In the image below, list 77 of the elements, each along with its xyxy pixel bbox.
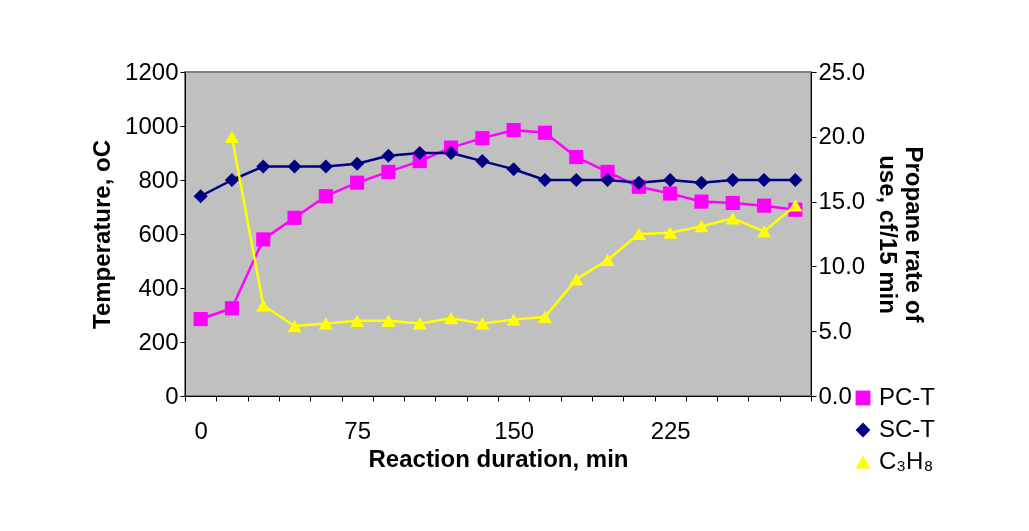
x-tick-label: 0	[194, 416, 208, 444]
x-axis-title: Reaction duration, min	[368, 444, 629, 472]
y2-tick-label: 5.0	[818, 316, 852, 344]
x-tick-label: 150	[494, 416, 535, 444]
point	[663, 186, 678, 201]
y-tick-label: 0	[165, 381, 179, 409]
point	[318, 317, 333, 330]
legend-label: C₃H₈	[879, 447, 934, 474]
point	[475, 154, 490, 169]
x-tick-label: 225	[650, 416, 691, 444]
point	[287, 210, 302, 225]
point	[788, 172, 803, 188]
point	[350, 175, 365, 190]
point	[725, 212, 740, 225]
point	[475, 131, 490, 146]
point	[256, 159, 271, 174]
point	[569, 149, 584, 165]
y-tick-label: 1200	[125, 57, 179, 85]
point	[537, 310, 553, 324]
point	[350, 314, 365, 327]
y-tick-label: 400	[138, 273, 179, 301]
point	[663, 172, 678, 188]
x-tick-label: 75	[344, 416, 371, 444]
point	[600, 253, 615, 267]
y2-tick-label: 10.0	[818, 251, 866, 279]
point	[381, 164, 396, 179]
point	[256, 232, 271, 247]
point	[443, 145, 459, 161]
point	[569, 273, 584, 286]
point	[506, 313, 521, 326]
point	[631, 175, 646, 190]
point	[224, 172, 240, 188]
point	[631, 227, 646, 241]
legend-label: SC-T	[879, 415, 936, 442]
y2-tick-label: 20.0	[818, 122, 866, 150]
point	[537, 172, 553, 188]
y-axis-title: Temperature, oC	[88, 140, 116, 329]
point	[443, 312, 459, 325]
point	[381, 314, 396, 327]
point	[788, 199, 803, 212]
point	[256, 299, 271, 312]
y-tick-label: 1000	[125, 111, 179, 139]
point	[600, 172, 615, 188]
y-tick-label: 600	[138, 219, 179, 247]
y-tick-label: 800	[138, 165, 179, 193]
point	[506, 162, 521, 177]
y2-tick-label: 0.0	[818, 381, 852, 409]
point	[725, 195, 740, 211]
point	[725, 172, 740, 188]
y2-tick-label: 15.0	[818, 187, 866, 215]
point	[694, 175, 709, 190]
point	[224, 130, 240, 143]
y2-tick-label: 25.0	[818, 57, 866, 85]
point	[287, 319, 302, 333]
point	[318, 189, 333, 204]
point	[412, 317, 427, 330]
point	[756, 172, 772, 188]
point	[381, 148, 396, 163]
point	[756, 198, 772, 213]
point	[694, 194, 709, 209]
point	[506, 122, 521, 138]
legend-label: PC-T	[879, 383, 936, 410]
point	[569, 172, 584, 188]
point	[224, 301, 240, 316]
y-tick-label: 200	[138, 327, 179, 355]
point	[318, 159, 333, 174]
point	[287, 159, 302, 174]
point	[475, 317, 490, 330]
point	[193, 311, 208, 327]
point	[756, 225, 772, 238]
point	[350, 156, 365, 171]
point	[537, 125, 553, 140]
y2-axis-title: Propane rate of use, cf/15 min	[875, 146, 929, 324]
point	[694, 220, 709, 233]
point	[663, 226, 678, 239]
point	[193, 189, 208, 204]
point	[412, 145, 427, 161]
